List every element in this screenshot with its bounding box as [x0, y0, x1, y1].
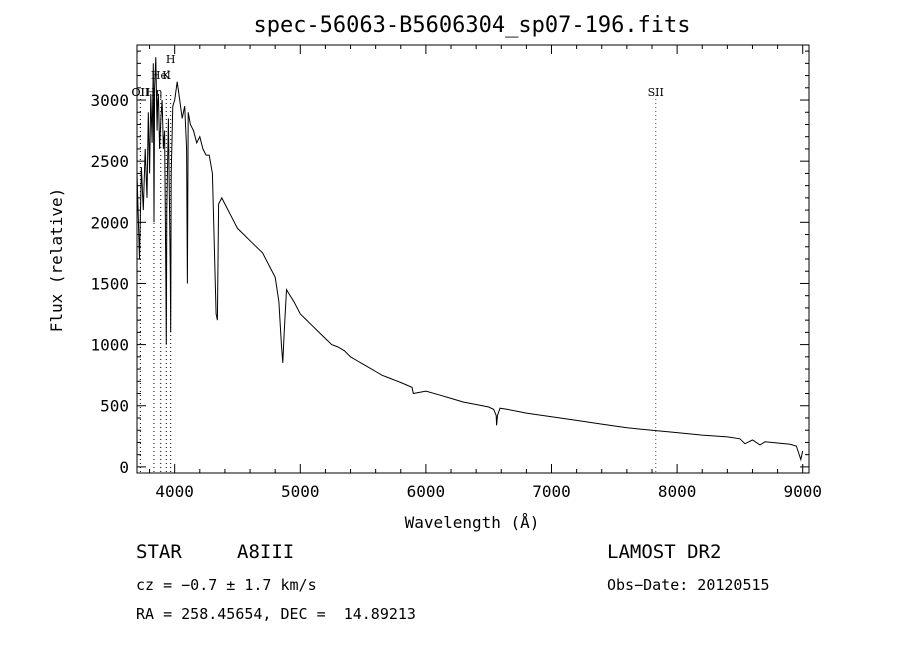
- survey-name: LAMOST DR2: [607, 541, 722, 563]
- x-axis: 4000 5000 6000 7000 8000 9000: [149, 45, 822, 501]
- y-tick-label: 500: [100, 397, 129, 416]
- marker-label: OII: [132, 86, 150, 99]
- y-tick-label: 2000: [90, 213, 129, 232]
- redshift-cz: cz = −0.7 ± 1.7 km/s: [136, 576, 317, 594]
- y-axis: 0 500 1000 1500 2000 2500 3000: [90, 50, 809, 477]
- y-axis-label: Flux (relative): [47, 188, 66, 333]
- y-tick-label: 0: [119, 458, 129, 477]
- marker-label: OII: [132, 86, 150, 99]
- y-tick-label: 3000: [90, 91, 129, 110]
- marker-label: H: [166, 53, 176, 66]
- object-subclass: A8III: [237, 541, 295, 563]
- y-tick-label: 1000: [90, 336, 129, 355]
- y-tick-label: 1500: [90, 274, 129, 293]
- y-tick-label: 2500: [90, 152, 129, 171]
- marker-label: K: [162, 69, 171, 82]
- observation-date: Obs−Date: 20120515: [607, 576, 770, 594]
- x-tick-label: 4000: [155, 482, 194, 501]
- plot-frame: [136, 44, 810, 474]
- marker-label: Hη: [146, 86, 162, 99]
- x-tick-label: 9000: [783, 482, 822, 501]
- object-class: STAR: [136, 541, 182, 563]
- x-tick-label: 6000: [407, 482, 446, 501]
- coordinates: RA = 258.45654, DEC = 14.89213: [136, 605, 416, 623]
- x-tick-label: 7000: [532, 482, 571, 501]
- series-line: [136, 57, 804, 462]
- x-tick-label: 8000: [658, 482, 697, 501]
- spectrum-chart: spec-56063-B5606304_sp07-196.fits HK OIIH…: [47, 13, 822, 532]
- chart-title: spec-56063-B5606304_sp07-196.fits: [253, 13, 690, 38]
- marker-label: Hel: [151, 69, 171, 82]
- x-tick-label: 5000: [281, 482, 320, 501]
- x-axis-label: Wavelength (Å): [405, 513, 540, 532]
- marker-label: SII: [648, 86, 664, 99]
